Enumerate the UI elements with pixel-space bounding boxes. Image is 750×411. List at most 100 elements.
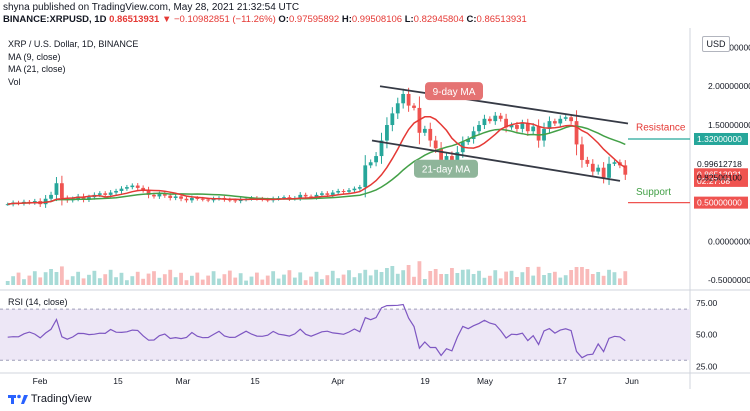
close-label: C:	[466, 14, 477, 25]
volume-bar	[16, 272, 21, 285]
candle-body	[412, 105, 416, 108]
volume-bar	[206, 275, 211, 285]
brand-name: TradingView	[30, 393, 92, 405]
time-tick-label: 15	[250, 376, 260, 386]
time-tick-label: Jun	[625, 376, 639, 386]
price-tick-label: 1.50000000	[708, 120, 750, 130]
volume-bar	[547, 273, 552, 285]
candle-body	[531, 126, 536, 132]
currency-button[interactable]: USD	[702, 36, 730, 52]
low-label: L:	[404, 14, 414, 25]
legend-ma21[interactable]: MA (21, close)	[8, 64, 66, 74]
tradingview-logo[interactable]: TradingView	[8, 392, 91, 405]
volume-bar	[363, 269, 368, 285]
candle-body	[439, 148, 443, 160]
candle-body	[5, 204, 10, 206]
volume-bar	[11, 276, 16, 285]
volume-bar	[233, 277, 238, 285]
channel-lower-line	[371, 139, 621, 182]
volume-bar	[450, 268, 454, 285]
candle-body	[179, 196, 183, 199]
volume-bar	[406, 265, 411, 285]
candle-body	[108, 192, 113, 195]
legend-volume[interactable]: Vol	[8, 76, 21, 87]
chart-canvas[interactable]: 2.500000002.000000001.500000000.00000000…	[0, 28, 750, 389]
low-value: 0.82945804	[413, 14, 464, 25]
volume-bar	[482, 277, 487, 285]
price-tick-label: 0.00000000	[708, 236, 750, 246]
candle-body	[558, 118, 563, 124]
volume-bar	[124, 280, 129, 285]
volume-bar	[439, 274, 443, 285]
volume-bar	[569, 270, 574, 285]
candle-body	[596, 167, 601, 172]
candle-body	[385, 125, 389, 141]
candle-body	[601, 167, 606, 178]
candle-body	[206, 199, 211, 201]
time-tick-label: Feb	[33, 376, 48, 386]
candle-body	[428, 128, 433, 141]
time-tick-label: 15	[113, 376, 123, 386]
candle-body	[590, 163, 595, 172]
volume-bar	[601, 275, 606, 285]
candle-body	[238, 199, 243, 202]
volume-bar	[265, 275, 270, 285]
volume-bar	[536, 266, 541, 285]
legend-ma9[interactable]: MA (9, close)	[8, 51, 61, 62]
candle-body	[81, 196, 86, 200]
volume-bar	[417, 261, 422, 285]
volume-bar	[498, 278, 503, 285]
candle-body	[49, 194, 53, 199]
channel-upper-line	[379, 85, 629, 125]
candle-body	[623, 165, 628, 175]
candle-body	[173, 196, 178, 198]
volume-bar	[309, 276, 313, 285]
candle-body	[309, 196, 313, 198]
footer: TradingView	[0, 389, 750, 411]
rsi-label[interactable]: RSI (14, close)	[8, 297, 68, 307]
candle-body	[141, 187, 146, 191]
volume-bar	[590, 274, 595, 285]
volume-bar	[152, 271, 156, 285]
volume-bar	[487, 275, 492, 285]
volume-bar	[525, 267, 530, 285]
volume-bar	[200, 279, 205, 285]
volume-bar	[222, 274, 227, 285]
volume-bar	[325, 275, 330, 285]
candle-body	[471, 131, 476, 139]
candle-body	[395, 103, 400, 114]
ma9-callout: 9-day MA	[433, 87, 476, 98]
volume-bar	[303, 280, 308, 285]
volume-bar	[184, 280, 189, 285]
rsi-tick-label: 50.00	[696, 330, 718, 340]
volume-bar	[515, 277, 519, 285]
candle-body	[487, 118, 492, 122]
candle-body	[574, 121, 579, 145]
candle-body	[211, 198, 216, 201]
volume-bar	[357, 273, 362, 285]
candle-body	[43, 198, 48, 205]
volume-bar	[54, 272, 59, 285]
ma21-line	[7, 125, 626, 205]
candle-body	[190, 197, 194, 201]
price-label: 1.32000000	[697, 134, 742, 144]
volume-bar	[395, 273, 400, 285]
volume-bar	[43, 272, 48, 285]
volume-bar	[341, 274, 346, 285]
high-label: H:	[341, 14, 352, 25]
chart-header: shyna published on TradingView.com, May …	[0, 0, 750, 28]
price-label: 0.99612718	[697, 159, 742, 169]
candle-body	[152, 194, 156, 197]
candle-body	[455, 152, 460, 164]
volume-bar	[211, 271, 216, 285]
candle-body	[390, 113, 395, 126]
price-label: 02:27:08	[697, 176, 730, 186]
candle-body	[547, 121, 552, 129]
volume-bar	[173, 277, 178, 285]
time-tick-label: Mar	[176, 376, 191, 386]
candle-body	[536, 126, 541, 141]
close-value: 0.86513931	[476, 14, 527, 25]
candle-body	[374, 156, 378, 163]
candle-body	[303, 194, 308, 197]
candle-body	[352, 188, 357, 191]
